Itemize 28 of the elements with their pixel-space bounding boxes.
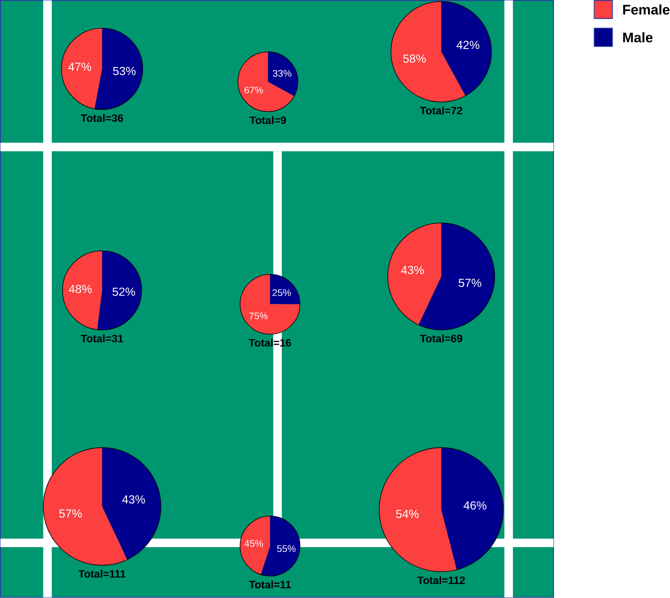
data-label: 47% (68, 62, 92, 71)
data-label: 55% (277, 545, 296, 552)
data-label: 75% (249, 312, 268, 320)
data-label: 58% (403, 54, 426, 63)
data-label: 57% (59, 510, 82, 518)
data-label: 46% (464, 501, 486, 510)
data-label: 43% (401, 266, 424, 274)
data-label: 25% (272, 289, 291, 296)
text: Total=69 (420, 334, 462, 342)
data-label: 57% (458, 278, 482, 288)
text: Total=31 (80, 334, 124, 342)
data-label: 33% (272, 70, 292, 77)
data-label: 53% (113, 66, 136, 76)
text: Total=72 (420, 106, 462, 114)
data-label: 54% (396, 510, 419, 518)
legend-label: Male (623, 32, 653, 42)
data-label: 52% (112, 288, 136, 296)
text: Total=36 (80, 114, 124, 122)
data-label: 42% (456, 40, 480, 50)
data-label: 45% (244, 540, 264, 547)
data-label: 48% (68, 284, 92, 294)
text: Total=9 (250, 116, 286, 124)
legend-label: Female (623, 4, 670, 15)
text: Total=111 (78, 570, 126, 578)
text: Total=112 (417, 576, 465, 584)
data-label: 43% (122, 495, 145, 504)
data-label: 67% (244, 86, 263, 94)
text: Total=11 (249, 580, 291, 588)
